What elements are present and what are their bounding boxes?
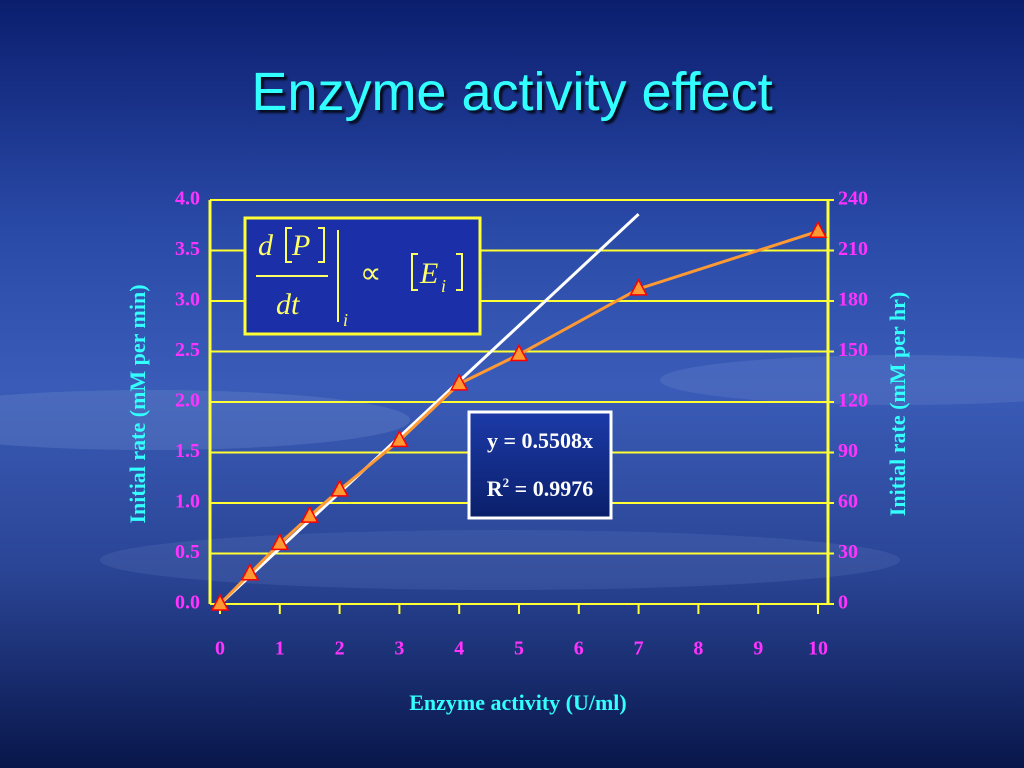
data-point bbox=[390, 429, 409, 448]
equation-frame bbox=[467, 410, 613, 520]
r-value: = 0.9976 bbox=[509, 476, 593, 501]
cloud bbox=[100, 530, 900, 590]
y2-tick-label: 180 bbox=[838, 289, 868, 311]
x-tick-label: 7 bbox=[634, 638, 644, 660]
y-tick-label: 1.0 bbox=[175, 491, 200, 513]
chart-title: Enzyme activity effect bbox=[251, 62, 772, 122]
plot: 0.00.51.01.52.02.53.03.54.00306090120150… bbox=[175, 188, 868, 660]
x-tick-label: 8 bbox=[693, 638, 703, 660]
y-tick-label: 0.0 bbox=[175, 592, 200, 614]
y-tick-label: 2.5 bbox=[175, 339, 200, 361]
y2-tick-label: 120 bbox=[838, 390, 868, 412]
data-point bbox=[509, 343, 529, 362]
x-tick-label: 2 bbox=[335, 638, 345, 660]
y2-tick-label: 30 bbox=[838, 541, 858, 563]
formula-d: d bbox=[258, 229, 274, 262]
cloud bbox=[660, 355, 1024, 405]
y2-tick-label: 210 bbox=[838, 238, 868, 260]
formula-sub: i bbox=[343, 310, 348, 330]
r: R bbox=[487, 476, 504, 501]
data-point bbox=[629, 278, 648, 296]
data-point bbox=[240, 563, 260, 581]
x-tick-label: 9 bbox=[753, 638, 763, 660]
formula-dt: dt bbox=[276, 288, 300, 321]
series-line bbox=[218, 229, 819, 606]
cloud bbox=[0, 390, 410, 450]
y2-tick-label: 0 bbox=[838, 592, 848, 614]
y2-tick-label: 150 bbox=[838, 339, 868, 361]
data-point bbox=[808, 220, 828, 239]
formula-prop: ∝ bbox=[360, 257, 381, 290]
y-tick-label: 4.0 bbox=[175, 188, 200, 210]
y-tick-label: 1.5 bbox=[175, 440, 200, 462]
data-point bbox=[330, 479, 349, 497]
formula-box: d P dt E i i ∝ bbox=[243, 216, 482, 336]
equation-text: y = 0.5508x bbox=[487, 428, 593, 453]
y2-tick-label: 90 bbox=[838, 440, 858, 462]
y-axis-title: Initial rate (mM per min) bbox=[125, 284, 150, 523]
formula-p: P bbox=[291, 229, 310, 262]
x-tick-label: 1 bbox=[275, 638, 285, 660]
equation-box: y = 0.5508x R2 = 0.9976 bbox=[467, 410, 613, 520]
y-tick-label: 3.5 bbox=[175, 238, 200, 260]
x-tick-label: 5 bbox=[514, 638, 524, 660]
y2-tick-label: 60 bbox=[838, 491, 858, 513]
y2-axis-title: Initial rate (mM per hr) bbox=[885, 292, 910, 516]
data-point bbox=[300, 505, 319, 523]
r-squared: R2 = 0.9976 bbox=[487, 475, 593, 501]
data-point bbox=[270, 532, 290, 551]
data-point bbox=[449, 373, 469, 391]
y-tick-label: 0.5 bbox=[175, 541, 200, 563]
bracket bbox=[285, 227, 325, 263]
formula-e-sub: i bbox=[441, 276, 446, 296]
y2-tick-label: 240 bbox=[838, 188, 868, 210]
r-sup: 2 bbox=[503, 475, 510, 490]
y-tick-label: 2.0 bbox=[175, 390, 200, 412]
x-tick-label: 4 bbox=[454, 638, 464, 660]
x-tick-label: 3 bbox=[394, 638, 404, 660]
trendline bbox=[218, 213, 640, 606]
x-tick-label: 10 bbox=[808, 638, 828, 660]
y-tick-label: 3.0 bbox=[175, 289, 200, 311]
bracket bbox=[411, 253, 463, 291]
x-tick-label: 0 bbox=[215, 638, 225, 660]
data-point bbox=[210, 593, 230, 611]
x-axis-title: Enzyme activity (U/ml) bbox=[409, 690, 627, 715]
formula-e: E bbox=[419, 257, 438, 290]
x-tick-label: 6 bbox=[574, 638, 584, 660]
